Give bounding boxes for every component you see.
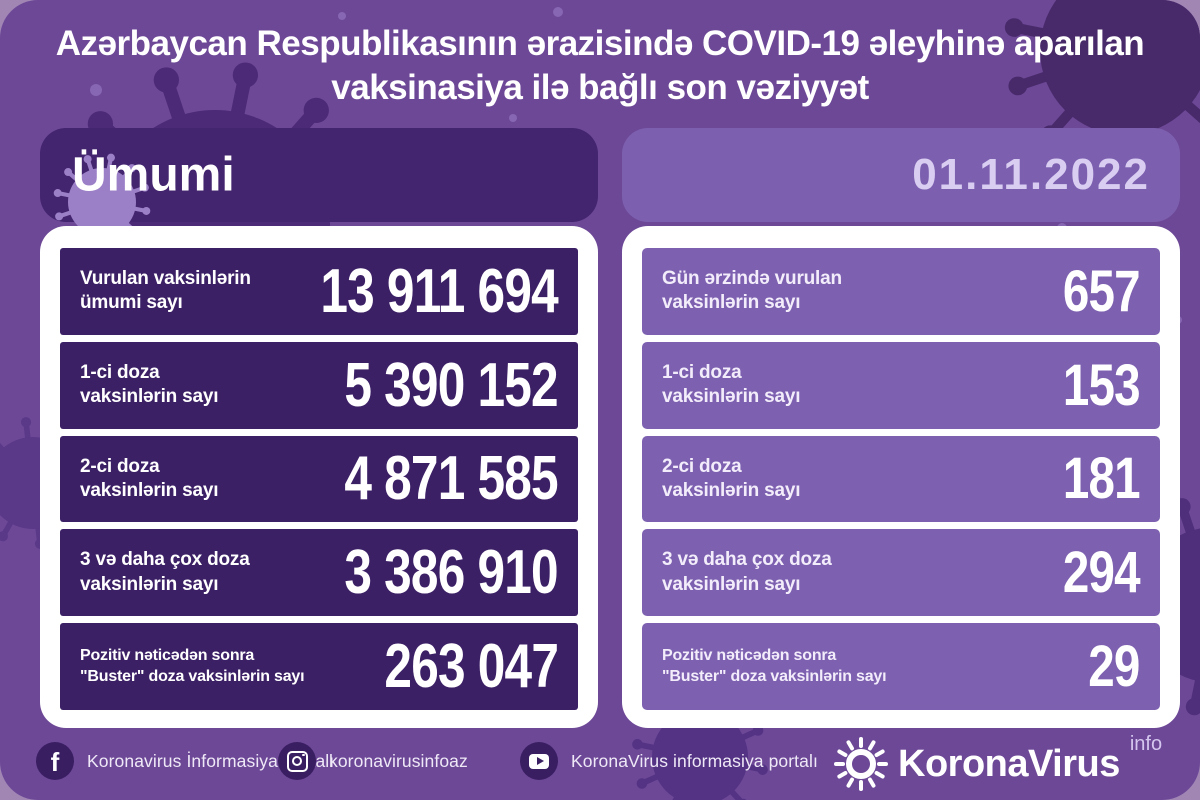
stat-label: Pozitiv nəticədən sonra "Buster" doza va… xyxy=(80,647,305,685)
total-panel-header: Ümumi xyxy=(40,128,598,251)
youtube-icon xyxy=(520,742,558,780)
table-row: Pozitiv nəticədən sonra "Buster" doza va… xyxy=(60,623,578,710)
stat-label: 1-ci doza vaksinlərin sayı xyxy=(80,361,219,408)
total-header-label: Ümumi xyxy=(72,148,235,202)
date-panel-header: 01.11.2022 xyxy=(622,128,1180,222)
youtube-item: KoronaVirus informasiya portalı xyxy=(520,741,818,781)
youtube-label: KoronaVirus informasiya portalı xyxy=(571,750,818,771)
stat-value: 4 871 585 xyxy=(344,444,559,514)
facebook-label: Koronavirus İnformasiya Portalı xyxy=(87,750,335,771)
stat-value: 153 xyxy=(1063,352,1141,418)
facebook-icon: f xyxy=(36,742,74,780)
stat-label: 1-ci doza vaksinlərin sayı xyxy=(662,361,801,408)
total-stats-panel: Vurulan vaksinlərin ümumi sayı 13 911 69… xyxy=(40,226,598,728)
virus-sun-icon xyxy=(834,737,888,791)
date-badge: 01.11.2022 xyxy=(912,150,1150,199)
stat-label: Vurulan vaksinlərin ümumi sayı xyxy=(80,268,251,314)
stat-label: 3 və daha çox doza vaksinlərin sayı xyxy=(662,549,832,595)
page-title: Azərbaycan Respublikasının ərazisində CO… xyxy=(0,22,1200,110)
table-row: 2-ci doza vaksinlərin sayı 181 xyxy=(642,435,1160,523)
stat-value: 3 386 910 xyxy=(344,538,559,608)
logo-text: KoronaVirus xyxy=(898,743,1120,785)
table-row: Gün ərzində vurulan vaksinlərin sayı 657 xyxy=(642,248,1160,335)
stat-value: 294 xyxy=(1063,540,1141,606)
table-row: 1-ci doza vaksinlərin sayı 5 390 152 xyxy=(60,341,578,429)
stat-label: Gün ərzində vurulan vaksinlərin sayı xyxy=(662,268,842,314)
stat-value: 181 xyxy=(1063,446,1141,512)
stat-label: 2-ci doza vaksinlərin sayı xyxy=(80,455,219,501)
stat-value: 263 047 xyxy=(384,632,559,702)
stat-value: 29 xyxy=(1088,634,1141,700)
logo-superscript: info xyxy=(1129,733,1163,755)
stat-value: 657 xyxy=(1063,258,1141,324)
table-row: Pozitiv nəticədən sonra "Buster" doza va… xyxy=(642,623,1160,710)
instagram-label: koronavirusinfoaz xyxy=(329,750,468,771)
stat-label: Pozitiv nəticədən sonra "Buster" doza va… xyxy=(662,647,887,685)
daily-stats-panel: Gün ərzində vurulan vaksinlərin sayı 657… xyxy=(622,226,1180,728)
facebook-item: f Koronavirus İnformasiya Portalı xyxy=(36,741,334,781)
koronavirus-logo: KoronaVirus info xyxy=(834,733,1162,791)
stat-label: 2-ci doza vaksinlərin sayı xyxy=(662,455,801,501)
stat-value: 13 911 694 xyxy=(320,256,558,326)
instagram-icon xyxy=(278,742,316,780)
table-row: 3 və daha çox doza vaksinlərin sayı 294 xyxy=(642,529,1160,617)
stat-label: 3 və daha çox doza vaksinlərin sayı xyxy=(80,549,250,595)
table-row: 3 və daha çox doza vaksinlərin sayı 3 38… xyxy=(60,529,578,617)
page-title-line2: vaksinasiya ilə bağlı son vəziyyət xyxy=(331,68,869,107)
table-row: Vurulan vaksinlərin ümumi sayı 13 911 69… xyxy=(60,248,578,335)
page-title-line1: Azərbaycan Respublikasının ərazisində CO… xyxy=(55,24,1145,63)
instagram-item: koronavirusinfoaz xyxy=(278,741,468,781)
table-row: 1-ci doza vaksinlərin sayı 153 xyxy=(642,341,1160,429)
stat-value: 5 390 152 xyxy=(344,350,559,420)
table-row: 2-ci doza vaksinlərin sayı 4 871 585 xyxy=(60,435,578,523)
